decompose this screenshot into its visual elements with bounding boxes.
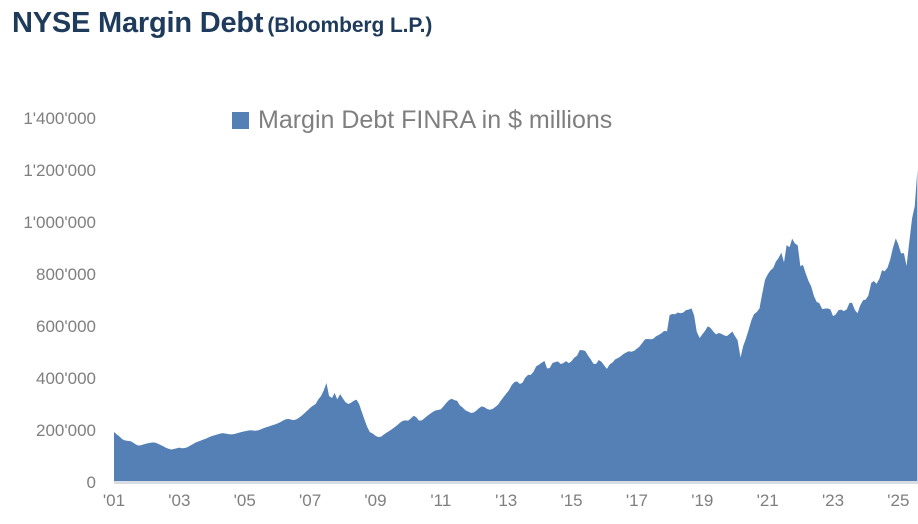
x-axis-tick-label: '09 — [364, 491, 387, 510]
y-axis-tick-label: 0 — [86, 473, 96, 492]
plot-area — [114, 118, 918, 482]
x-axis-tick-label: '21 — [756, 491, 779, 510]
y-axis-tick-label: 1'000'000 — [23, 213, 96, 232]
x-axis-tick-label: '01 — [102, 491, 126, 510]
x-axis-tick-label: '05 — [233, 491, 256, 510]
x-axis-tick-label: '19 — [691, 491, 714, 510]
x-axis-tick-label: '03 — [168, 491, 191, 510]
chart-title-main: NYSE Margin Debt — [12, 7, 264, 39]
x-axis-line — [114, 481, 918, 484]
chart-title-source: (Bloomberg L.P.) — [267, 14, 433, 37]
square-marker-icon — [232, 112, 249, 129]
x-axis-tick-label: '17 — [625, 491, 648, 510]
y-axis-tick-label: 1'400'000 — [23, 109, 96, 128]
x-axis-tick-label: '07 — [299, 491, 322, 510]
y-axis-tick-label: 200'000 — [36, 421, 96, 440]
margin-debt-area-series — [114, 170, 918, 482]
x-axis-tick-label: '25 — [887, 491, 910, 510]
chart-legend: Margin Debt FINRA in $ millions — [232, 108, 612, 133]
y-axis-tick-label: 1'200'000 — [23, 161, 96, 180]
x-axis-tick-label: '15 — [560, 491, 583, 510]
y-axis: 1'400'000 1'200'000 1'000'000 800'000 600'00… — [0, 0, 104, 524]
x-axis-tick-label: '11 — [430, 491, 452, 510]
y-axis-tick-label: 800'000 — [36, 265, 96, 284]
y-axis-tick-label: 400'000 — [36, 369, 96, 388]
plot-frame — [114, 118, 918, 482]
page-title: NYSE Margin Debt (Bloomberg L.P.) — [12, 9, 432, 38]
legend-item-label: Margin Debt FINRA in $ millions — [258, 106, 613, 134]
x-axis: '01 '03 '05 '07 '09 '11 '13 '15 '17 '19 '21 '23 '25 — [0, 492, 918, 518]
x-axis-tick-label: '13 — [495, 491, 518, 510]
x-axis-tick-label: '23 — [821, 491, 845, 510]
y-axis-tick-label: 600'000 — [36, 317, 96, 336]
